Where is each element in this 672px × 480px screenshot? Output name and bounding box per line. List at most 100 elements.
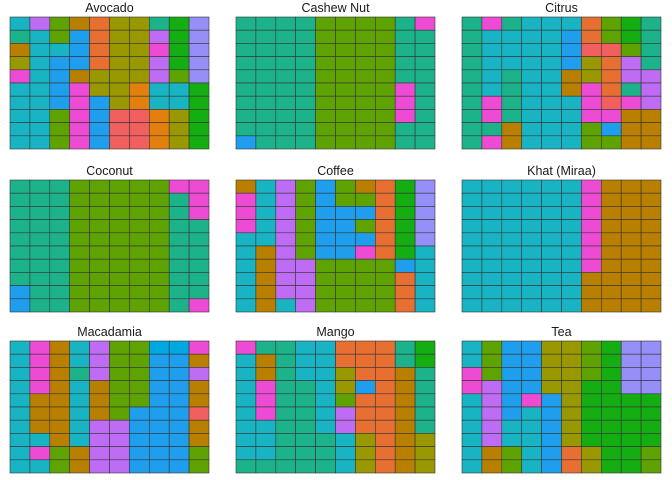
waffle-cell (255, 245, 277, 260)
waffle-cell (89, 43, 110, 57)
waffle-cell (295, 285, 316, 300)
waffle-cell (640, 95, 662, 110)
waffle-cell (481, 393, 503, 408)
waffle-cell (414, 298, 436, 313)
waffle-cell (255, 69, 277, 84)
waffle-cell (188, 219, 210, 234)
waffle-cell (149, 340, 170, 355)
waffle-cell (109, 340, 130, 355)
waffle-cell (481, 82, 503, 97)
waffle-cell (481, 135, 503, 150)
waffle-cell (89, 206, 110, 220)
waffle-cell (89, 245, 110, 260)
waffle-cell (29, 258, 51, 273)
waffle-cell (620, 69, 642, 84)
waffle-cell (168, 192, 190, 207)
waffle-cell (109, 272, 130, 286)
waffle-cell (414, 419, 436, 434)
waffle-cell (69, 245, 90, 260)
waffle-cell (235, 258, 257, 273)
waffle-cell (168, 353, 190, 368)
waffle-cell (188, 367, 210, 381)
waffle-cell (315, 232, 336, 247)
waffle-cell (255, 179, 277, 194)
waffle-cell (374, 109, 396, 123)
waffle-cell (481, 285, 503, 300)
waffle-cell (335, 219, 356, 234)
waffle-cell (9, 122, 31, 137)
waffle-cell (374, 245, 396, 260)
waffle-cell (335, 122, 356, 137)
waffle-cell (521, 245, 542, 260)
waffle-cell (235, 245, 257, 260)
waffle-cell (461, 245, 483, 260)
waffle-cell (581, 232, 602, 247)
waffle-cell (355, 380, 376, 395)
waffle-cell (481, 232, 503, 247)
waffle-cell (581, 122, 602, 137)
waffle-cell (29, 109, 51, 123)
waffle-cell (561, 109, 582, 123)
waffle-cell (275, 446, 296, 461)
waffle-cell (315, 380, 336, 395)
waffle-cell (295, 206, 316, 220)
waffle-cell (315, 245, 336, 260)
waffle-cell (149, 353, 170, 368)
waffle-cell (501, 69, 522, 84)
waffle-cell (521, 95, 542, 110)
waffle-cell (335, 43, 356, 57)
panel-title: Citrus (545, 1, 578, 15)
waffle-cell (501, 285, 522, 300)
waffle-cell (355, 69, 376, 84)
waffle-cell (315, 192, 336, 207)
waffle-cell (581, 206, 602, 220)
waffle-cell (29, 393, 51, 408)
waffle-cell (335, 298, 356, 313)
panel-mango: Mango (235, 325, 436, 474)
waffle-cell (235, 232, 257, 247)
waffle-cell (501, 192, 522, 207)
waffle-cell (49, 298, 70, 313)
waffle-cell (461, 192, 483, 207)
waffle-cell (521, 232, 542, 247)
waffle-cell (581, 433, 602, 447)
waffle-cell (481, 459, 503, 474)
waffle-cell (129, 29, 150, 44)
waffle-cell (295, 367, 316, 381)
waffle-cell (129, 433, 150, 447)
waffle-cell (69, 272, 90, 286)
waffle-cell (640, 285, 662, 300)
waffle-cell (149, 29, 170, 44)
waffle-cell (581, 419, 602, 434)
waffle-cell (315, 285, 336, 300)
waffle-cell (188, 109, 210, 123)
waffle-cell (235, 122, 257, 137)
waffle-cell (374, 393, 396, 408)
waffle-cell (335, 69, 356, 84)
waffle-cell (188, 419, 210, 434)
waffle-cell (109, 206, 130, 220)
waffle-cell (461, 122, 483, 137)
panel-coffee: Coffee (235, 164, 436, 313)
panel-title: Cashew Nut (301, 1, 370, 15)
waffle-cell (255, 29, 277, 44)
waffle-cell (129, 459, 150, 474)
waffle-cell (129, 367, 150, 381)
panel-tea: Tea (461, 325, 662, 474)
waffle-cell (640, 69, 662, 84)
waffle-cell (581, 380, 602, 395)
waffle-cell (355, 56, 376, 71)
waffle-cell (481, 298, 503, 313)
waffle-cell (355, 82, 376, 97)
waffle-cell (561, 298, 582, 313)
waffle-cell (501, 16, 522, 31)
waffle-cell (315, 16, 336, 31)
waffle-cell (394, 232, 416, 247)
waffle-cell (149, 298, 170, 313)
waffle-cell (640, 459, 662, 474)
waffle-cell (374, 340, 396, 355)
waffle-cell (521, 43, 542, 57)
waffle-cell (69, 95, 90, 110)
waffle-cell (235, 69, 257, 84)
panel-avocado: Avocado (9, 1, 210, 150)
